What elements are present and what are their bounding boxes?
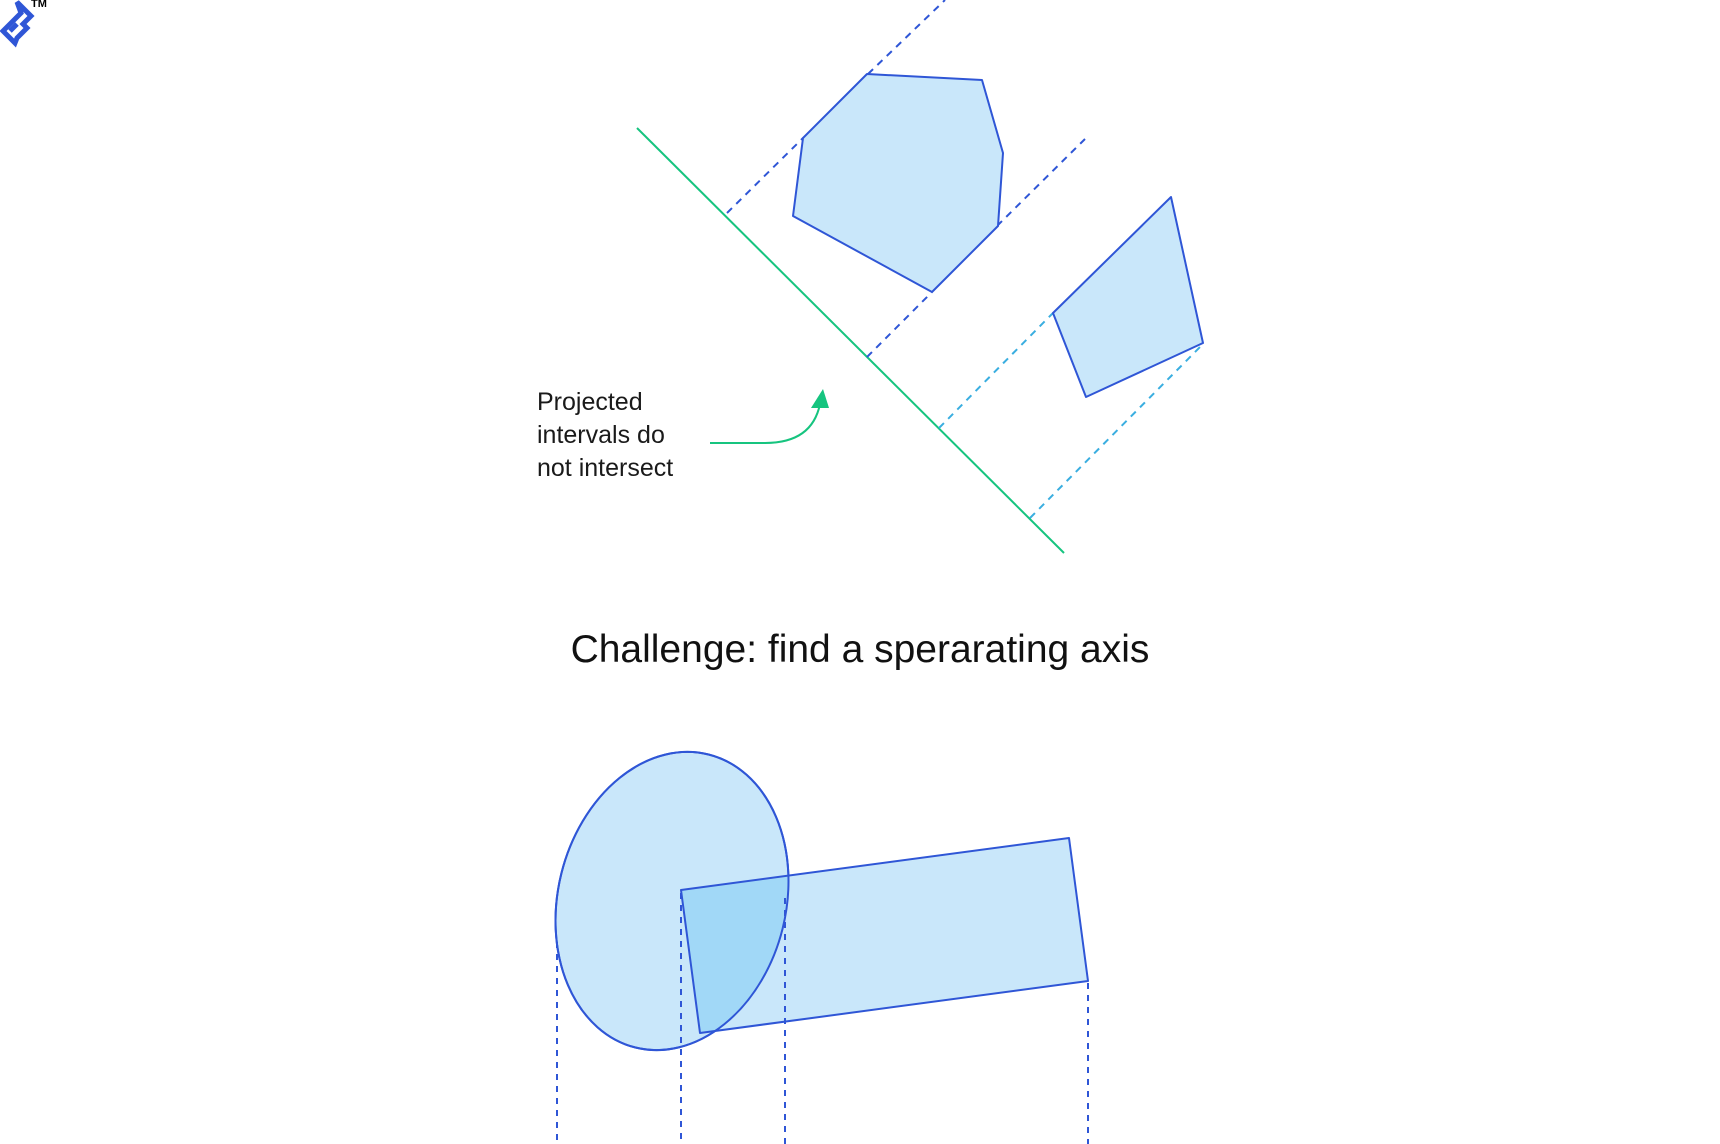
projection-annotation: Projected intervals do not intersect bbox=[537, 386, 757, 485]
challenge-title: Challenge: find a sperarating axis bbox=[570, 628, 1150, 671]
quad-projection-lines bbox=[938, 312, 1204, 519]
ellipse-outline bbox=[554, 750, 790, 1052]
annotation-line-3: not intersect bbox=[537, 454, 674, 482]
top-diagram bbox=[636, 0, 1204, 554]
trademark-label: TM bbox=[31, 0, 47, 10]
vertical-projection-lines bbox=[556, 893, 1089, 1144]
bottom-diagram bbox=[554, 750, 1089, 1144]
separating-axis-line bbox=[636, 127, 1065, 554]
toptal-logo-icon bbox=[0, 0, 35, 48]
rectangle-outline bbox=[680, 837, 1089, 1034]
annotation-line-2: intervals do bbox=[537, 421, 665, 449]
annotation-line-1: Projected bbox=[537, 388, 643, 416]
heptagon-projection-lines bbox=[726, 0, 1086, 358]
quadrilateral-shape bbox=[1052, 196, 1204, 398]
curved-arrow-icon bbox=[710, 389, 829, 444]
heptagon-shape bbox=[792, 73, 1004, 293]
